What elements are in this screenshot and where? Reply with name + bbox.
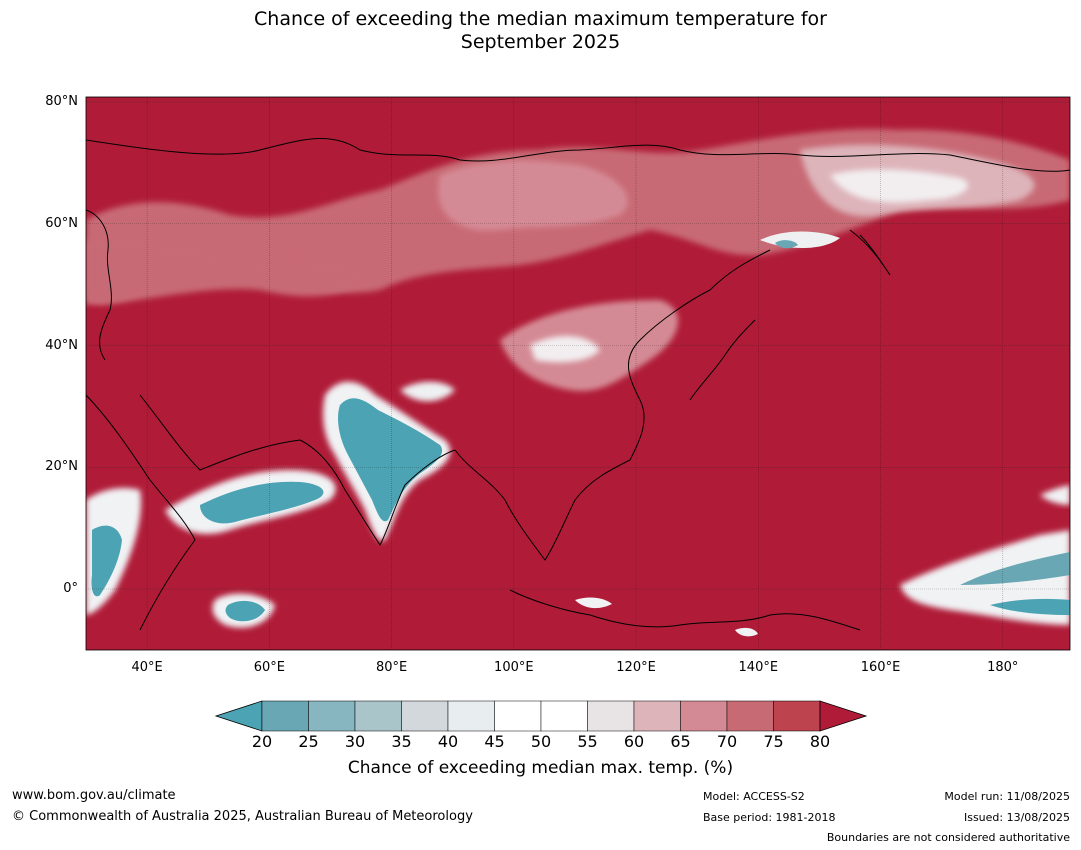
colorbar-tick-label: 75	[763, 732, 784, 751]
colorbar-bin	[633, 700, 681, 732]
lat-label: 20°N	[45, 459, 78, 475]
lat-label: 0°	[63, 581, 78, 596]
west-asia-pink	[86, 239, 370, 305]
footer-model: Model: ACCESS-S2	[703, 790, 805, 803]
colorbar-tick-label: 20	[251, 732, 273, 751]
lat-label: 60°N	[45, 215, 78, 231]
borneo-white	[575, 597, 612, 609]
coastline-arctic	[86, 138, 1070, 172]
pacific-blue	[960, 552, 1070, 585]
okhotsk-blue	[775, 240, 798, 249]
colorbar-tick-label: 25	[298, 732, 319, 751]
colorbar-label: Chance of exceeding median max. temp. (%…	[347, 758, 734, 778]
arabian-sea-blue	[200, 481, 324, 524]
colorbar-tick-label: 35	[391, 732, 412, 751]
china-white-patch	[530, 335, 600, 363]
lon-label: 60°E	[253, 660, 285, 675]
title-line-2: September 2025	[460, 31, 621, 53]
lon-label: 120°E	[616, 660, 656, 675]
colorbar-tick-label: 45	[484, 732, 505, 751]
india-blue	[337, 398, 443, 522]
colorbar-tick-label: 65	[670, 732, 691, 751]
colorbar-bin	[540, 700, 588, 732]
colorbar-bin	[587, 700, 635, 732]
footer-copyright: © Commonwealth of Australia 2025, Austra…	[12, 809, 473, 824]
lon-label: 100°E	[494, 660, 534, 675]
coastline-japan	[689, 319, 756, 401]
colorbar-below-extend	[214, 700, 263, 732]
coastline-kamchatka	[849, 229, 891, 276]
colorbar-bin	[726, 700, 774, 732]
lon-label: 140°E	[738, 660, 779, 675]
coastlines	[86, 138, 1070, 631]
lon-label: 180°	[987, 660, 1019, 675]
map-frame	[85, 96, 1071, 651]
gridlines	[86, 97, 1070, 650]
footer-model-run: Model run: 11/08/2025	[944, 790, 1070, 803]
coastline-africa	[86, 394, 196, 631]
coastline-seasia	[454, 249, 771, 561]
tibet-white	[400, 381, 455, 402]
lon-label: 160°E	[860, 660, 901, 675]
footer-issued: Issued: 13/08/2025	[963, 811, 1070, 824]
colorbar-tick-label: 30	[344, 732, 366, 751]
lon-label: 40°E	[131, 660, 163, 675]
colorbar-bin	[494, 700, 542, 732]
colorbar-bin	[308, 700, 356, 732]
chart-title: Chance of exceeding the median maximum t…	[0, 8, 1081, 54]
colorbar-tick-label: 50	[530, 732, 552, 751]
title-line-1: Chance of exceeding the median maximum t…	[254, 8, 827, 30]
coastline-arabia-india	[139, 394, 456, 546]
footer-base-period: Base period: 1981-2018	[703, 811, 836, 824]
lat-label: 80°N	[45, 94, 78, 109]
colorbar-tick-label: 70	[716, 732, 738, 751]
colorbar-above-extend	[819, 700, 868, 732]
colorbar	[214, 700, 868, 732]
colorbar-bin	[401, 700, 449, 732]
colorbar-tick-label: 80	[809, 732, 831, 751]
footer-url: www.bom.gov.au/climate	[12, 788, 176, 803]
africa-blue	[91, 525, 122, 597]
pacific-blue-2	[990, 598, 1070, 615]
colorbar-tick-label: 55	[577, 732, 598, 751]
east-siberia-white	[830, 169, 969, 203]
indian-ocean-blue	[225, 600, 265, 622]
lat-label: 40°N	[45, 337, 78, 353]
coastline-europe	[86, 209, 112, 361]
lon-label: 80°E	[375, 660, 408, 675]
colorbar-bin	[680, 700, 728, 732]
colorbar-bin	[447, 700, 495, 732]
colorbar-bin	[261, 700, 309, 732]
pacific-north-white	[1040, 485, 1070, 505]
coastline-indonesia	[509, 589, 861, 631]
new-guinea-white	[735, 627, 758, 637]
colorbar-bin	[354, 700, 402, 732]
probability-anomaly-layer	[86, 129, 1070, 637]
colorbar-tick-label: 40	[437, 732, 459, 751]
footer-disclaimer: Boundaries are not considered authoritat…	[826, 831, 1070, 844]
colorbar-bin	[773, 700, 821, 732]
siberia-belt-inner	[438, 160, 628, 231]
colorbar-tick-label: 60	[623, 732, 645, 751]
